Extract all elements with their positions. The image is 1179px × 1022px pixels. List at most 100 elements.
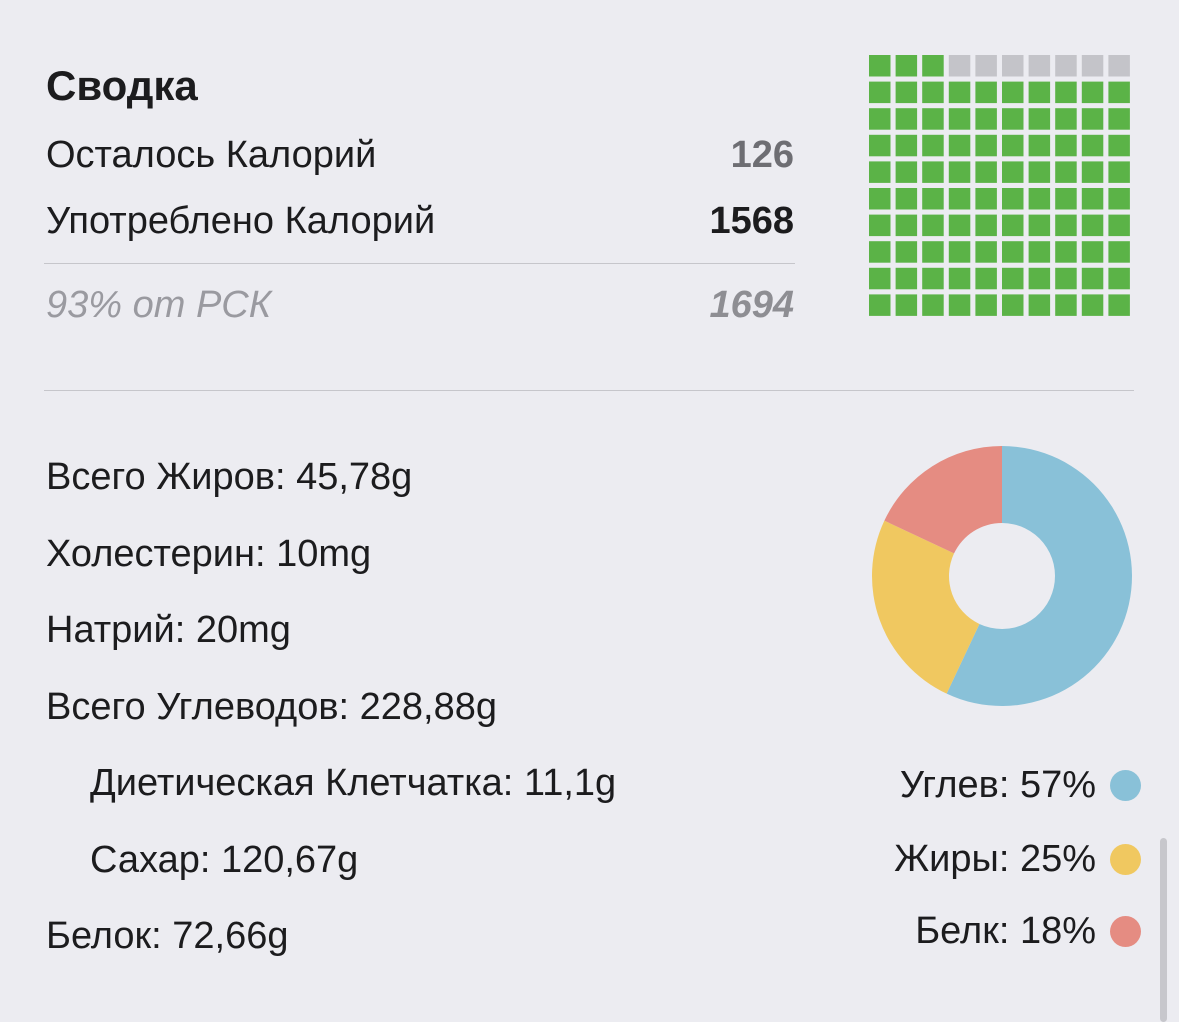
- nutrient-total-carbs: Всего Углеводов: 228,88g: [46, 686, 497, 728]
- waffle-cell-filled: [922, 241, 944, 263]
- waffle-cell-filled: [1055, 241, 1077, 263]
- waffle-cell-filled: [1002, 294, 1024, 316]
- nutrient-sodium: Натрий: 20mg: [46, 609, 291, 651]
- waffle-cell-filled: [948, 241, 971, 263]
- waffle-cell-filled: [922, 108, 944, 130]
- waffle-cell-filled: [895, 267, 918, 290]
- waffle-cell-filled: [975, 294, 997, 316]
- nutrient-total-fat: Всего Жиров: 45,78g: [46, 456, 413, 498]
- waffle-cell-filled: [869, 81, 891, 104]
- waffle-cell-filled: [895, 214, 918, 237]
- percent-of-target-label: 93% от РСК: [46, 284, 272, 326]
- daily-target-row: 93% от РСК 1694: [46, 284, 794, 327]
- waffle-cell-filled: [1081, 134, 1104, 157]
- waffle-cell-filled: [1055, 108, 1077, 130]
- calories-consumed-row: Употреблено Калорий 1568: [46, 200, 794, 243]
- waffle-cell-filled: [975, 134, 997, 157]
- waffle-cell-filled: [948, 134, 971, 157]
- summary-divider: [44, 263, 795, 264]
- waffle-cell-filled: [948, 81, 971, 104]
- waffle-cell-filled: [869, 161, 891, 183]
- waffle-cell-filled: [895, 294, 918, 316]
- waffle-cell-filled: [1081, 241, 1104, 263]
- waffle-cell-empty: [1108, 55, 1130, 77]
- waffle-cell-filled: [1028, 267, 1051, 290]
- waffle-cell-filled: [1028, 108, 1051, 130]
- waffle-cell-filled: [1081, 267, 1104, 290]
- calories-remaining-value: 126: [730, 134, 794, 176]
- waffle-cell-filled: [1002, 241, 1024, 263]
- waffle-cell-filled: [1108, 294, 1130, 316]
- waffle-cell-filled: [1108, 161, 1130, 183]
- waffle-cell-empty: [1002, 55, 1024, 77]
- waffle-cell-empty: [1055, 55, 1077, 77]
- waffle-cell-filled: [1108, 134, 1130, 157]
- waffle-cell-filled: [1108, 188, 1130, 210]
- waffle-cell-filled: [1108, 267, 1130, 290]
- legend-item-carbs: Углев: 57%: [900, 764, 1141, 807]
- calories-remaining-label: Осталось Калорий: [46, 134, 377, 176]
- calories-remaining-row: Осталось Калорий 126: [46, 134, 794, 177]
- scrollbar[interactable]: [1160, 838, 1167, 1022]
- waffle-cell-filled: [1055, 294, 1077, 316]
- waffle-cell-filled: [922, 161, 944, 183]
- waffle-cell-filled: [1028, 188, 1051, 210]
- waffle-cell-filled: [895, 108, 918, 130]
- waffle-cell-filled: [922, 294, 944, 316]
- waffle-cell-filled: [975, 108, 997, 130]
- waffle-cell-filled: [975, 81, 997, 104]
- waffle-cell-filled: [895, 134, 918, 157]
- waffle-cell-filled: [869, 188, 891, 210]
- waffle-cell-empty: [1028, 55, 1051, 77]
- waffle-cell-filled: [1028, 81, 1051, 104]
- waffle-cell-filled: [1055, 81, 1077, 104]
- waffle-cell-filled: [922, 214, 944, 237]
- protein-swatch-icon: [1110, 916, 1141, 947]
- waffle-cell-filled: [895, 241, 918, 263]
- waffle-cell-filled: [1002, 161, 1024, 183]
- summary-title: Сводка: [46, 62, 198, 109]
- waffle-cell-filled: [1028, 241, 1051, 263]
- donut-slice-protein: [884, 446, 1002, 554]
- waffle-cell-filled: [869, 134, 891, 157]
- waffle-cell-filled: [1081, 81, 1104, 104]
- nutrient-protein: Белок: 72,66g: [46, 915, 289, 957]
- donut-slice-fats: [872, 520, 980, 694]
- macro-donut-chart: [872, 446, 1132, 706]
- waffle-cell-filled: [1108, 108, 1130, 130]
- waffle-cell-filled: [1055, 214, 1077, 237]
- nutrient-dietary-fiber: Диетическая Клетчатка: 11,1g: [90, 762, 617, 804]
- waffle-cell-filled: [922, 267, 944, 290]
- waffle-cell-filled: [1081, 108, 1104, 130]
- waffle-cell-filled: [1081, 188, 1104, 210]
- waffle-cell-filled: [1055, 134, 1077, 157]
- waffle-cell-filled: [948, 188, 971, 210]
- calorie-waffle-chart: [869, 55, 1130, 316]
- legend-item-fats: Жиры: 25%: [894, 838, 1141, 881]
- waffle-cell-filled: [975, 188, 997, 210]
- waffle-cell-filled: [948, 294, 971, 316]
- waffle-cell-filled: [1002, 188, 1024, 210]
- waffle-cell-filled: [869, 55, 891, 77]
- legend-label-carbs: Углев: 57%: [899, 764, 1096, 806]
- waffle-cell-filled: [1055, 161, 1077, 183]
- donut-slice-carbs: [946, 446, 1132, 706]
- waffle-cell-empty: [948, 55, 971, 77]
- waffle-cell-filled: [1081, 294, 1104, 316]
- waffle-cell-empty: [975, 55, 997, 77]
- waffle-cell-filled: [1055, 267, 1077, 290]
- waffle-cell-filled: [1002, 108, 1024, 130]
- nutrient-sugar: Сахар: 120,67g: [90, 839, 359, 881]
- waffle-cell-filled: [1081, 214, 1104, 237]
- waffle-cell-filled: [869, 108, 891, 130]
- waffle-cell-filled: [922, 188, 944, 210]
- waffle-cell-filled: [922, 81, 944, 104]
- waffle-cell-filled: [948, 214, 971, 237]
- legend-item-protein: Белк: 18%: [915, 910, 1141, 953]
- waffle-cell-filled: [869, 267, 891, 290]
- waffle-cell-filled: [948, 161, 971, 183]
- waffle-cell-filled: [975, 214, 997, 237]
- waffle-cell-filled: [1028, 214, 1051, 237]
- waffle-cell-filled: [1028, 134, 1051, 157]
- waffle-cell-filled: [922, 134, 944, 157]
